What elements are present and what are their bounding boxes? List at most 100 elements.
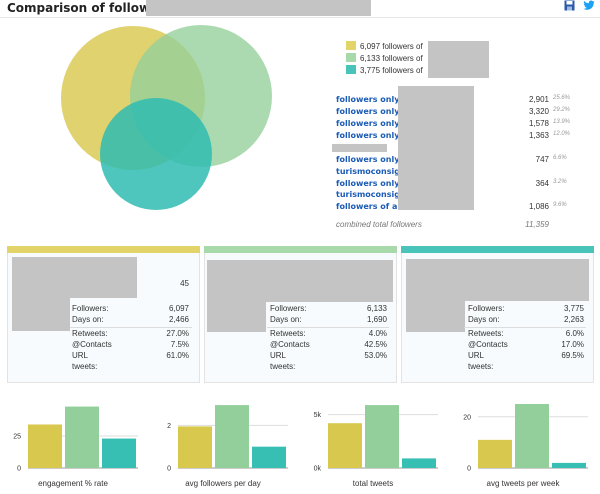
days-value: 2,263 <box>563 315 584 324</box>
contacts-label: @Contacts <box>72 340 112 349</box>
url-label-line2: tweets: <box>270 362 296 371</box>
chart-bar[interactable] <box>402 458 436 468</box>
days-label: Days on: <box>72 315 104 324</box>
url-value: 53.0% <box>364 351 387 360</box>
chart-tick-label: 0k <box>314 466 322 473</box>
overlap-percent: 25.6% <box>553 95 571 101</box>
overlap-link-3[interactable]: followers only of <box>336 119 412 128</box>
legend-label: 6,097 followers of <box>360 42 423 51</box>
retweets-label: Retweets: <box>468 329 504 338</box>
contacts-value: 42.5% <box>364 340 387 349</box>
venn-circle-3 <box>100 98 212 210</box>
redacted-legend-names <box>428 41 489 78</box>
followers-value: 6,097 <box>168 304 189 313</box>
redacted-account-names-block <box>398 86 474 210</box>
combined-total-value: 11,359 <box>525 220 549 229</box>
twitter-icon[interactable] <box>583 0 595 11</box>
chart-tick-label: 20 <box>463 414 471 421</box>
card-color-bar <box>204 246 397 253</box>
overlap-link-2[interactable]: followers only of <box>336 107 412 116</box>
chart-bar[interactable] <box>28 424 62 468</box>
contacts-value: 17.0% <box>561 340 584 349</box>
chart-title: total tweets <box>352 479 394 488</box>
days-value: 2,466 <box>168 315 189 324</box>
chart-bar[interactable] <box>65 406 99 468</box>
header-divider <box>0 17 600 18</box>
redacted-account-names <box>146 0 371 16</box>
overlap-value: 2,901 <box>528 95 549 104</box>
combined-total-label: combined total followers <box>336 220 422 229</box>
followers-label: Followers: <box>72 304 109 313</box>
retweets-value: 6.0% <box>565 329 584 338</box>
chart-bar[interactable] <box>178 426 212 468</box>
chart-tick-label: 2 <box>167 423 171 430</box>
card-color-bar <box>401 246 594 253</box>
redacted-overlap-name <box>332 144 387 152</box>
retweets-value: 27.0% <box>166 329 189 338</box>
redacted-avatar <box>12 257 70 331</box>
chart-engagement: 0 25 engagement % rate <box>0 396 146 494</box>
followers-value: 3,775 <box>563 304 584 313</box>
chart-tick-label: 0 <box>17 466 21 473</box>
save-icon[interactable] <box>564 0 575 11</box>
overlap-value: 747 <box>535 155 549 164</box>
legend-swatch <box>346 53 356 62</box>
overlap-value: 1,363 <box>528 131 549 140</box>
overlap-value: 364 <box>535 179 549 188</box>
redacted-profile-name <box>264 260 393 302</box>
overlap-percent: 12.0% <box>553 131 571 137</box>
venn-diagram <box>61 25 272 210</box>
chart-canvas: 02 <box>167 405 288 473</box>
chart-bar[interactable] <box>252 446 286 468</box>
days-label: Days on: <box>270 315 302 324</box>
overlap-link-5-line2[interactable]: turismoconsigli <box>336 167 406 176</box>
chart-total-tweets: 0k 5k total tweets <box>300 396 446 494</box>
url-label-line2: tweets: <box>72 362 98 371</box>
chart-tick-label: 5k <box>314 412 322 419</box>
overlap-link-5[interactable]: followers only of <box>336 155 412 164</box>
url-label-line2: tweets: <box>468 362 494 371</box>
chart-bar[interactable] <box>552 462 586 468</box>
contacts-value: 7.5% <box>170 340 189 349</box>
overlap-link-4[interactable]: followers only of <box>336 131 412 140</box>
overlap-link-6[interactable]: followers only of <box>336 179 412 188</box>
redacted-profile-name <box>66 257 137 298</box>
overlap-value: 1,578 <box>528 119 549 128</box>
chart-bar[interactable] <box>478 439 512 468</box>
followers-label: Followers: <box>270 304 307 313</box>
legend-item-2: 6,133 followers of <box>346 53 423 65</box>
chart-canvas: 0 20 <box>463 404 588 473</box>
overlap-link-7[interactable]: followers of all t <box>336 202 410 211</box>
chart-bar[interactable] <box>215 405 249 468</box>
legend-swatch <box>346 65 356 74</box>
overlap-percent: 9.6% <box>553 202 567 208</box>
days-label: Days on: <box>468 315 500 324</box>
url-label: URL <box>270 351 287 360</box>
chart-title: avg followers per day <box>185 479 261 488</box>
card-divider <box>464 327 586 328</box>
legend-label: 3,775 followers of <box>360 66 423 75</box>
overlap-link-6-line2[interactable]: turismoconsigli <box>336 190 406 199</box>
chart-bar[interactable] <box>365 405 399 468</box>
contacts-label: @Contacts <box>468 340 508 349</box>
overlap-percent: 6.6% <box>553 155 567 161</box>
account-card-3: Followers: 3,775 Days on: 2,263 Retweets… <box>401 246 594 383</box>
chart-canvas: 0k 5k <box>314 405 438 473</box>
followers-value: 6,133 <box>366 304 387 313</box>
legend-swatch <box>346 41 356 50</box>
chart-bar[interactable] <box>515 404 549 468</box>
redacted-avatar <box>207 260 266 332</box>
overlap-value: 3,320 <box>528 107 549 116</box>
chart-bar[interactable] <box>102 438 136 468</box>
retweets-label: Retweets: <box>72 329 108 338</box>
url-value: 61.0% <box>166 351 189 360</box>
chart-bar[interactable] <box>328 423 362 468</box>
chart-tick-label: 0 <box>167 466 171 473</box>
account-card-2: Followers: 6,133 Days on: 1,690 Retweets… <box>204 246 397 383</box>
overlap-link-1[interactable]: followers only of <box>336 95 412 104</box>
legend-item-1: 6,097 followers of <box>346 41 423 53</box>
chart-tick-label: 0 <box>467 466 471 473</box>
retweets-value: 4.0% <box>368 329 387 338</box>
legend-item-3: 3,775 followers of <box>346 65 423 77</box>
